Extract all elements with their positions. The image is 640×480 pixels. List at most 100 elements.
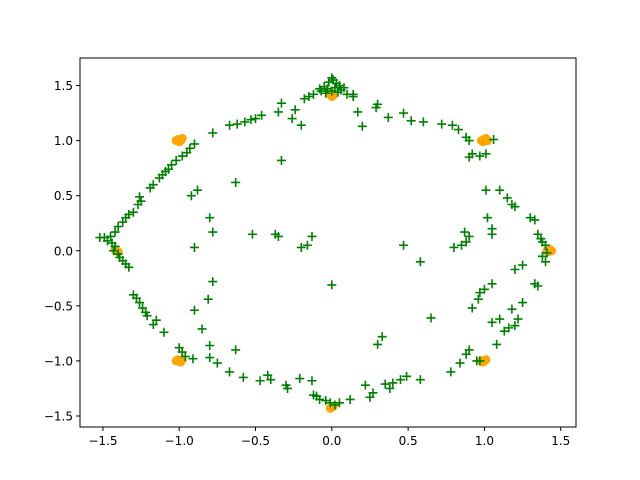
green-point-189 (460, 227, 470, 237)
green-point-171 (205, 213, 215, 223)
green-point-121 (510, 264, 520, 274)
green-point-46 (133, 200, 143, 209)
green-point-132 (530, 215, 540, 225)
green-point-112 (492, 339, 502, 349)
green-point-126 (542, 248, 552, 258)
green-point-122 (518, 260, 528, 270)
green-point-34 (182, 148, 192, 158)
green-point-194 (487, 279, 497, 289)
green-point-135 (507, 200, 517, 209)
green-point-148 (481, 149, 491, 159)
green-point-158 (383, 112, 393, 122)
green-point-15 (309, 89, 318, 99)
green-point-72 (148, 320, 158, 330)
green-point-175 (186, 191, 196, 201)
green-point-142 (461, 237, 471, 247)
green-point-180 (189, 305, 199, 315)
green-point-182 (205, 340, 215, 350)
green-point-103 (395, 375, 405, 385)
green-point-166 (273, 231, 283, 241)
green-point-50 (118, 217, 128, 227)
green-point-154 (437, 119, 447, 129)
green-point-169 (307, 231, 317, 241)
green-point-184 (373, 339, 383, 349)
green-point-125 (537, 251, 547, 261)
green-point-100 (380, 379, 390, 389)
green-point-195 (481, 185, 491, 195)
green-point-73 (159, 327, 169, 337)
x-tick-label-6: 1.5 (551, 434, 570, 448)
green-point-84 (266, 375, 276, 385)
green-point-106 (446, 367, 456, 377)
y-tick-label-3: 0.0 (54, 244, 73, 258)
green-point-109 (464, 345, 474, 355)
green-point-173 (247, 229, 257, 239)
green-point-13 (321, 88, 331, 98)
green-point-116 (504, 323, 514, 333)
green-point-191 (473, 294, 483, 304)
green-point-144 (449, 242, 459, 252)
green-point-86 (283, 383, 293, 393)
green-point-111 (475, 356, 485, 366)
green-point-113 (487, 317, 497, 327)
orange-point-8 (177, 133, 187, 143)
y-tick-label-0: −1.5 (44, 409, 73, 423)
green-point-136 (502, 193, 512, 203)
green-point-187 (415, 257, 425, 267)
green-point-11 (316, 86, 326, 96)
green-point-153 (447, 120, 457, 130)
green-point-79 (212, 358, 222, 368)
green-point-9 (322, 84, 332, 94)
green-point-24 (296, 120, 306, 130)
green-point-101 (385, 383, 395, 393)
green-point-138 (482, 213, 492, 223)
x-tick-label-5: 1.0 (475, 434, 494, 448)
green-point-160 (371, 103, 381, 113)
green-point-77 (188, 354, 198, 364)
green-point-162 (353, 107, 363, 117)
green-point-36 (171, 155, 181, 165)
green-point-185 (377, 332, 387, 342)
orange-point-13 (476, 136, 486, 146)
green-point-164 (276, 155, 286, 165)
green-point-25 (257, 110, 267, 120)
green-point-149 (489, 135, 499, 145)
green-point-163 (348, 89, 358, 99)
green-point-176 (193, 185, 203, 195)
green-point-4 (334, 81, 344, 91)
green-point-190 (467, 303, 477, 313)
green-point-146 (467, 149, 477, 159)
green-point-147 (475, 151, 485, 161)
orange-point-3 (327, 92, 337, 102)
x-tick-label-4: 0.5 (399, 434, 418, 448)
green-point-70 (142, 311, 152, 321)
green-point-157 (399, 108, 409, 118)
green-point-20 (276, 98, 286, 108)
green-point-30 (225, 120, 235, 130)
green-point-143 (457, 240, 467, 250)
orange-point-32 (325, 403, 335, 413)
green-point-43 (145, 183, 155, 193)
green-point-114 (495, 314, 505, 324)
green-point-192 (475, 288, 485, 298)
green-point-27 (246, 115, 256, 125)
green-point-188 (426, 313, 436, 323)
green-point-183 (231, 345, 241, 355)
green-point-124 (533, 281, 543, 291)
green-point-92 (321, 396, 331, 406)
green-point-76 (180, 352, 190, 361)
green-point-59 (109, 246, 119, 256)
green-point-178 (208, 277, 218, 287)
green-point-2 (324, 77, 334, 87)
green-point-95 (334, 398, 344, 408)
green-point-91 (315, 394, 325, 404)
green-series (95, 73, 552, 410)
y-tick-label-6: 1.5 (54, 79, 73, 93)
y-axis: −1.5 −1.0 −0.5 0.0 0.5 1.0 1.5 (44, 79, 80, 423)
green-point-87 (295, 374, 305, 384)
green-point-133 (525, 213, 535, 223)
green-point-179 (203, 294, 213, 304)
y-tick-label-4: 0.5 (54, 189, 73, 203)
green-point-93 (325, 398, 335, 408)
